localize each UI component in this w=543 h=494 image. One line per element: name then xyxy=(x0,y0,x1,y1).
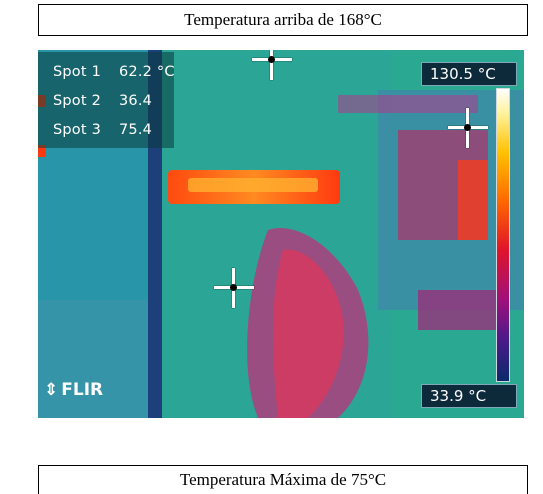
range-max-label: 130.5 °C xyxy=(421,62,517,86)
hot-bar-core xyxy=(188,178,318,192)
temperature-colorbar xyxy=(496,88,510,382)
spot-row-3: Spot 3 75.4 xyxy=(53,122,152,146)
spot-value: 36.4 xyxy=(119,93,153,109)
thermal-image: Spot 1 62.2 °C Spot 2 36.4 Spot 3 75.4 130.… xyxy=(38,50,524,418)
caption-bottom: Temperatura Máxima de 75°C xyxy=(38,465,528,494)
warm-core-center xyxy=(273,249,344,418)
range-min-label: 33.9 °C xyxy=(421,384,517,408)
crosshair-spot-center xyxy=(214,268,254,308)
spot-label: Spot 1 xyxy=(53,64,101,80)
brand-logo: ⇕ FLIR xyxy=(44,380,103,400)
flir-logo-icon: ⇕ xyxy=(44,380,59,400)
crosshair-spot-right xyxy=(448,108,488,148)
spot-value: 62.2 °C xyxy=(119,64,175,80)
spot-readout-panel: Spot 1 62.2 °C Spot 2 36.4 Spot 3 75.4 xyxy=(38,52,174,148)
left-lower-region xyxy=(38,300,148,418)
spot-label: Spot 2 xyxy=(53,93,101,109)
warm-pipe-right xyxy=(418,290,498,330)
brand-name: FLIR xyxy=(61,380,104,400)
crosshair-spot-top xyxy=(252,50,292,80)
caption-top: Temperatura arriba de 168°C xyxy=(38,4,528,36)
spot-row-1: Spot 1 62.2 °C xyxy=(53,64,175,88)
warm-strip-top xyxy=(338,95,478,113)
hot-area-right xyxy=(458,160,488,240)
spot-value: 75.4 xyxy=(119,122,153,138)
spot-label: Spot 3 xyxy=(53,122,101,138)
hot-spot-edge-2 xyxy=(38,145,46,157)
spot-row-2: Spot 2 36.4 xyxy=(53,93,152,117)
